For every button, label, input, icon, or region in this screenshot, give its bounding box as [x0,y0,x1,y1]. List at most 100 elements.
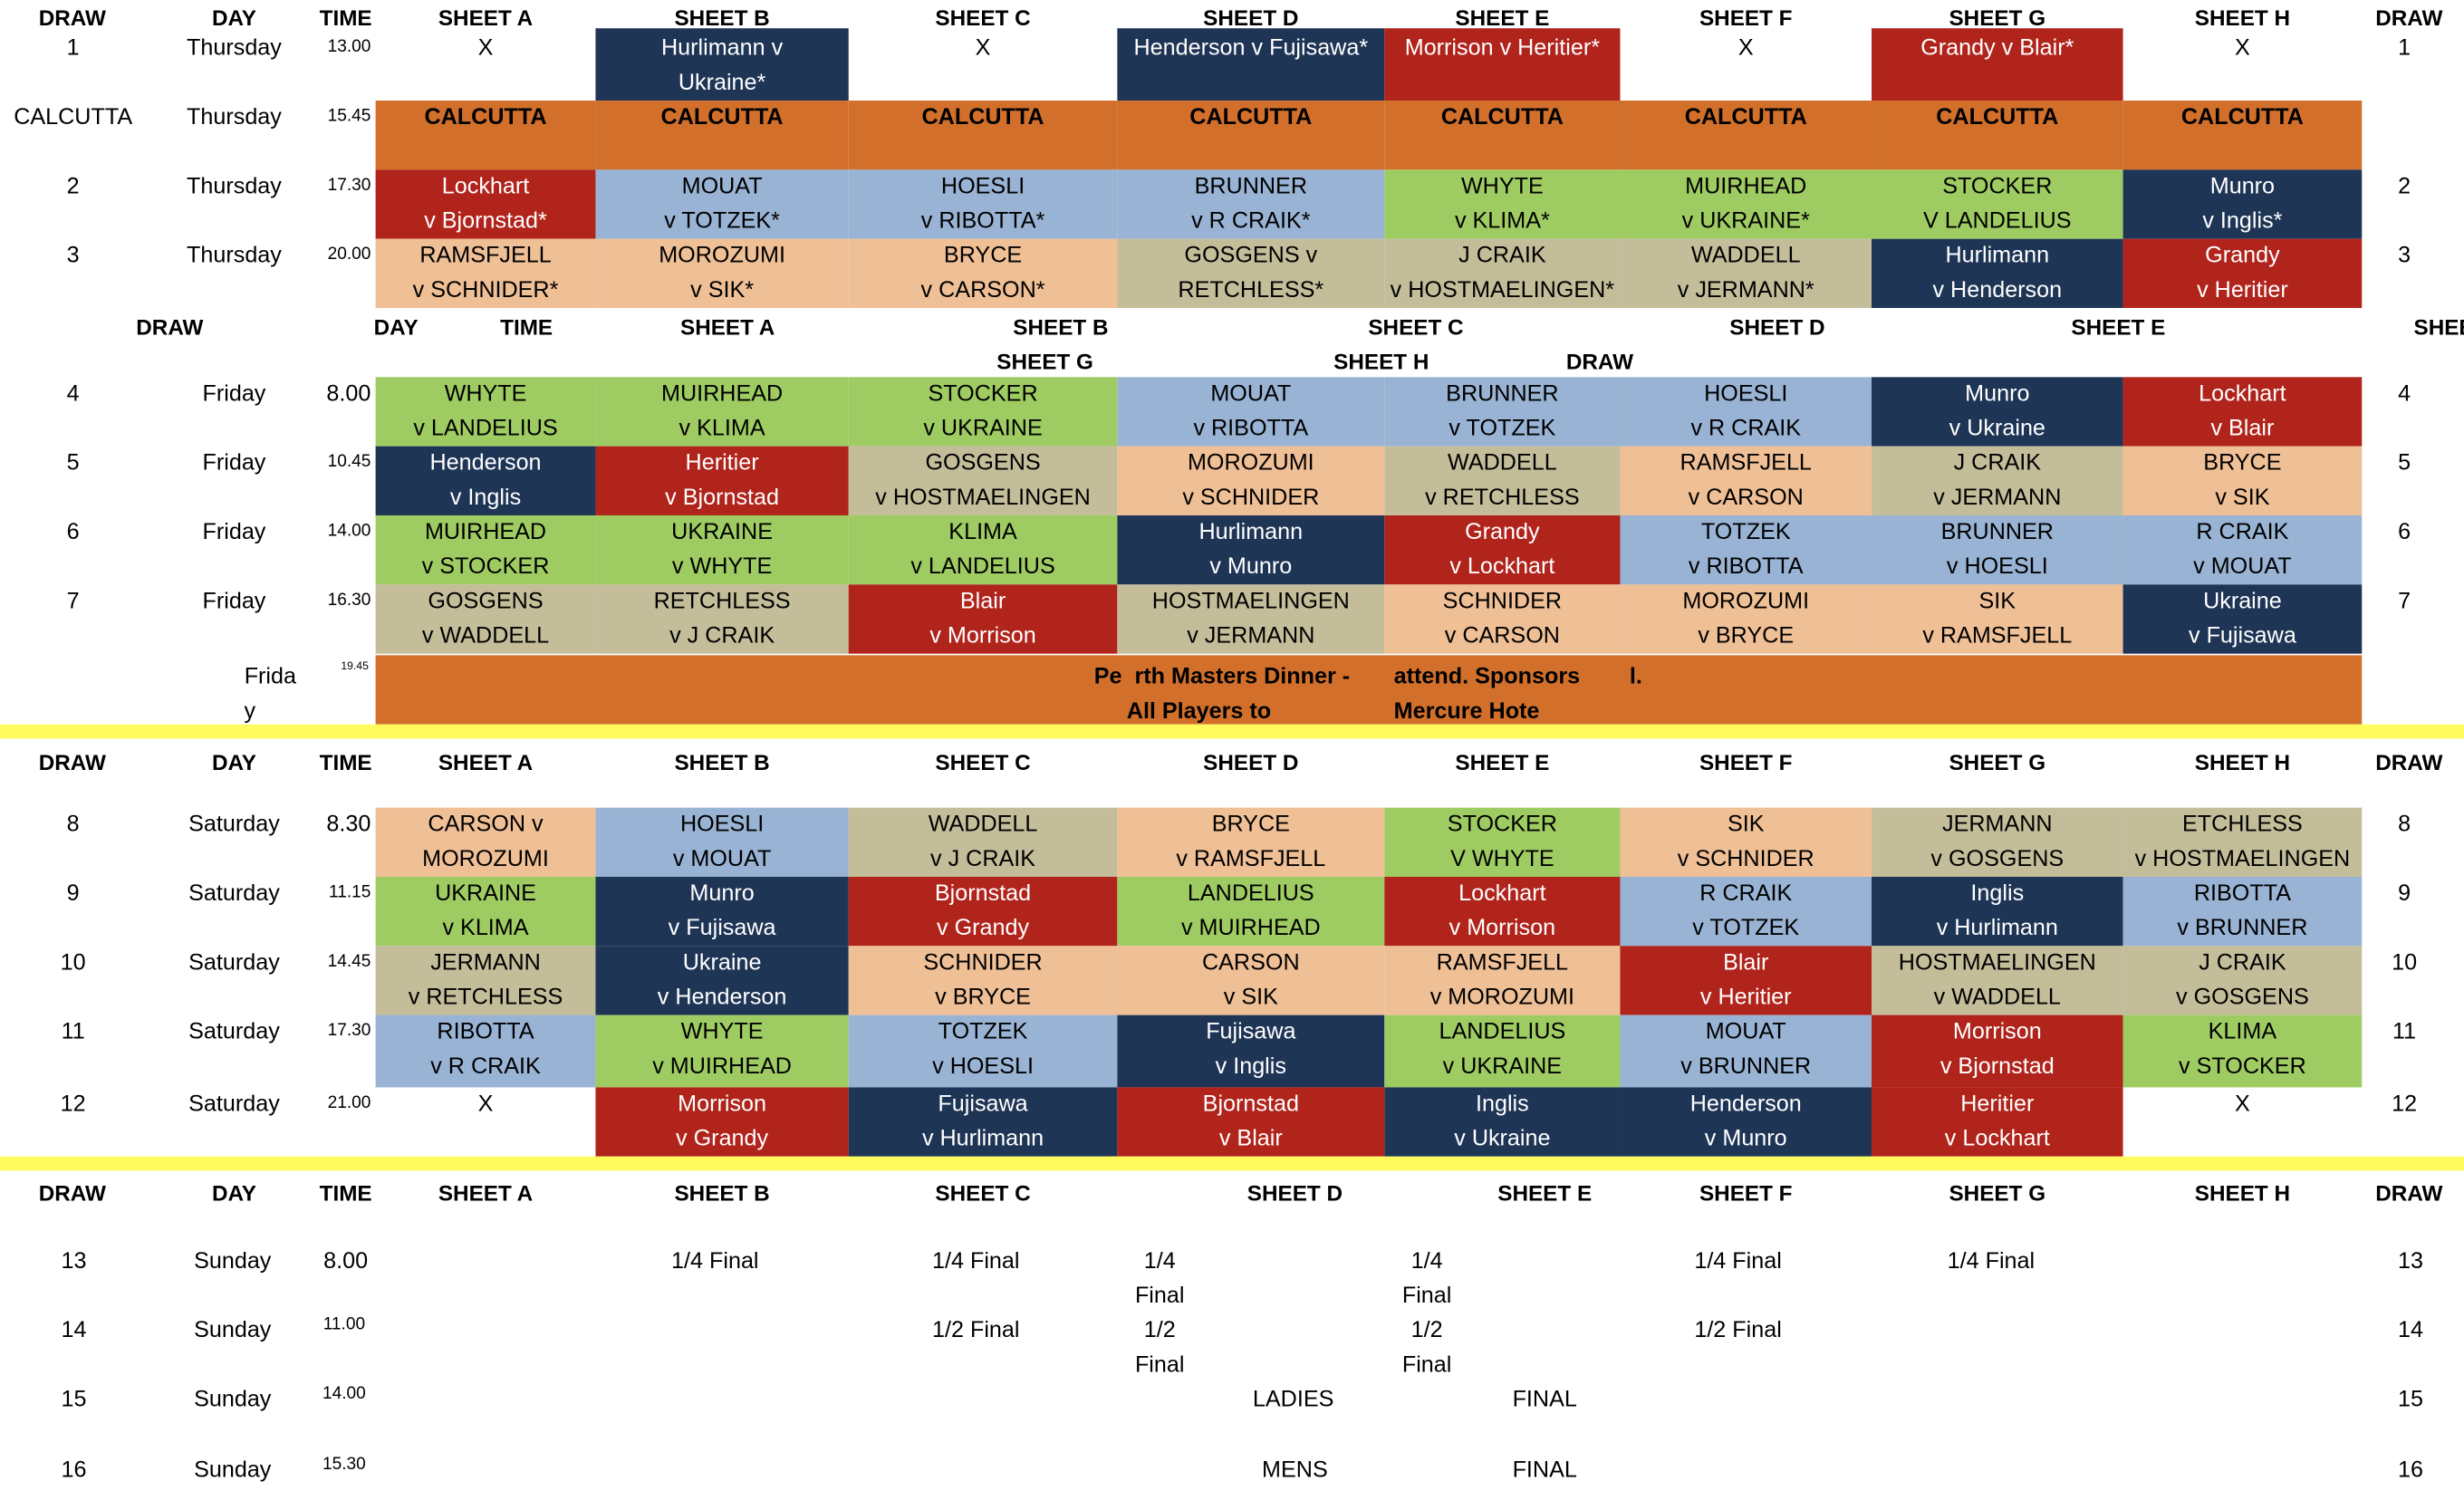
separator-band [0,724,2464,739]
match-line-2: v SIK* [690,278,755,303]
match-line-2: v TOTZEK* [664,208,780,235]
match-line-1: Munro [689,881,755,907]
match-line-1: HOSTMAELINGEN [1898,950,2096,976]
match-line-1: Blair [959,589,1006,615]
time: 20.00 [327,245,371,264]
match-line-1: Grandy [1465,520,1540,545]
match-line-2: v CARSON [1444,623,1560,649]
match-line-1: SCHNIDER [1442,589,1563,615]
match-cell-sheet-c: BRYCE v CARSON* [848,238,1118,309]
match-line-1: CALCUTTA [1684,105,1807,130]
match-cell-sheet-e: LANDELIUS v UKRAINE [1384,1015,1621,1088]
match-cell-sheet-g: Munro v Ukraine [1872,377,2123,447]
sheet-d-entry: 1/4 [1143,1249,1176,1274]
match-line-2: v Lockhart [1944,1126,2050,1152]
match-line-2: v Henderson [657,985,787,1011]
match-cell-sheet-e: RAMSFJELL v MOROZUMI [1384,946,1621,1015]
match-line-1: MUIRHEAD [661,381,784,408]
match-cell-sheet-a: GOSGENS v WADDELL [375,584,596,654]
match-cell-sheet-d: Fujisawa v Inglis [1117,1015,1385,1088]
match-line-2: v Inglis [449,486,522,511]
match-cell-sheet-d: MOROZUMI v SCHNIDER [1117,446,1385,515]
match-line-2: v UKRAINE [923,416,1043,442]
header-sheet-b: SHEET B [674,749,770,775]
match-line-1: CARSON v [428,812,544,838]
match-line-1: CALCUTTA [921,105,1044,130]
match-line-2: v Bjornstad [665,486,780,511]
match-cell-sheet-f: Henderson v Munro [1620,1087,1872,1157]
match-line-1: TOTZEK [938,1019,1028,1045]
empty-sheet-h: X [2123,1087,2363,1156]
match-cell-sheet-h: BRYCE v SIK [2122,446,2363,515]
time: 11.15 [329,882,371,902]
match-line-1: X [975,35,991,62]
sheet-d-entry: 1/2 [1143,1318,1176,1344]
match-cell-sheet-b: RETCHLESS v J CRAIK [595,584,849,654]
match-cell-sheet-g: HOSTMAELINGEN v WADDELL [1872,946,2123,1015]
sheet-c-entry: 1/4 Final [932,1249,1020,1274]
header-sheet-d: SHEET D [1729,313,1825,340]
match-cell-sheet-c: STOCKER v UKRAINE [848,377,1118,447]
match-cell-sheet-f: MUIRHEAD v UKRAINE* [1620,169,1872,239]
match-line-2: v UKRAINE* [1681,208,1810,235]
match-line-1: Fujisawa [1206,1019,1296,1045]
match-line-2: v Lockhart [1449,554,1555,581]
header-draw: DRAW [38,1179,106,1206]
header-sheet-e: SHEET E [2071,313,2166,340]
match-line-1: Blair [1723,950,1769,976]
match-line-1: Heritier [685,450,759,476]
match-cell-sheet-d: GOSGENS v RETCHLESS* [1117,238,1385,309]
sheet-e-entry: Final [1401,1352,1452,1379]
match-cell-sheet-a: RIBOTTA v R CRAIK [375,1015,596,1088]
match-line-1: MUIRHEAD [1685,174,1807,200]
match-line-2: v Henderson [1932,278,2063,303]
match-cell-sheet-b: Ukraine v Henderson [595,946,849,1015]
match-line-1: WHYTE [444,381,527,408]
match-line-2: v J CRAIK [930,847,1036,872]
header-sheet-g: SHEET G [996,349,1093,374]
match-line-1: BRYCE [943,243,1023,269]
match-line-2: v Munro [1209,554,1293,581]
draw-number-right: 3 [2398,243,2411,269]
header-sheet-f: SHEET F [1699,749,1793,775]
draw-number-right: 10 [2392,950,2418,976]
empty-sheet-a: X [376,28,596,101]
match-line-1: GOSGENS [925,450,1041,476]
separator-band [0,1156,2464,1171]
header-sheet-e: SHEET E [1455,749,1550,775]
match-line-2: v Ukraine [1949,416,2045,442]
match-cell-sheet-g: Grandy v Blair* [1872,28,2123,101]
match-line-1: J CRAIK [1953,450,2042,476]
match-line-1: BRUNNER [1446,381,1559,408]
sheet-f-entry: 1/4 Final [1694,1249,1782,1274]
match-line-2: v J CRAIK [669,623,775,649]
sheet-b-entry: 1/4 Final [671,1249,759,1274]
match-line-1: CALCUTTA [2180,105,2304,130]
match-line-1: MOUAT [681,174,763,200]
match-cell-sheet-b: Hurlimann v Ukraine* [595,28,849,101]
draw-number: 11 [61,1019,85,1045]
header-time: TIME [319,5,372,30]
match-line-1: TOTZEK [1700,520,1791,545]
match-line-1: Bjornstad [1202,1092,1299,1118]
match-cell-sheet-g: SIK v RAMSFJELL [1872,584,2123,654]
match-line-2: v Hurlimann [921,1126,1044,1152]
time: 15.45 [327,106,371,126]
draw-number-right: 5 [2398,450,2411,476]
draw-number: 2 [66,174,80,200]
match-line-1: WADDELL [1448,450,1557,476]
match-line-2: v Heritier [1699,985,1792,1011]
match-cell-sheet-a: CARSON v MOROZUMI [375,807,596,877]
match-line-2: v TOTZEK [1449,416,1556,442]
match-line-1: Henderson [429,450,542,476]
match-line-2: v GOSGENS [1930,847,2065,872]
match-cell-sheet-c: WADDELL v J CRAIK [848,807,1118,877]
match-line-2: v SCHNIDER [1182,486,1320,511]
header-sheet-a: SHEET A [438,1179,534,1206]
match-line-1: J CRAIK [1458,243,1546,269]
match-line-1: RIBOTTA [2193,881,2291,907]
match-cell-sheet-e: Morrison v Heritier* [1384,28,1621,101]
match-line-1: UKRAINE [435,881,536,907]
dinner-text-3: l. [1629,664,1642,690]
match-line-2: v RIBOTTA [1688,554,1804,581]
